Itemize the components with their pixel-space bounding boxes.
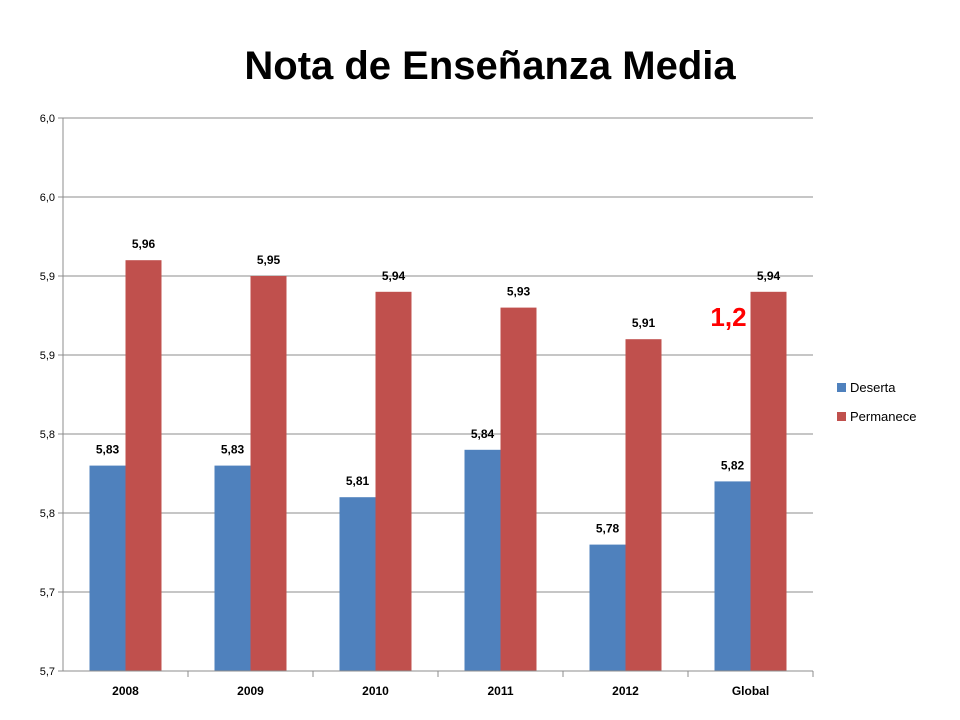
legend-swatch-deserta — [837, 383, 846, 392]
y-tick-label: 6,0 — [40, 113, 55, 125]
data-label: 5,78 — [596, 522, 620, 536]
data-label: 5,93 — [507, 285, 531, 299]
bar-permanece-2011 — [500, 307, 537, 671]
bar-deserta-2008 — [89, 465, 126, 671]
y-tick-label: 6,0 — [40, 192, 55, 204]
data-label: 5,84 — [471, 427, 495, 441]
annotation-text: 1,2 — [710, 302, 746, 332]
y-tick-label: 5,7 — [40, 587, 55, 599]
legend-label-deserta: Deserta — [850, 380, 896, 395]
x-tick-label: 2008 — [112, 684, 139, 698]
y-tick-label: 5,8 — [40, 508, 55, 520]
data-label: 5,96 — [132, 237, 156, 251]
y-tick-label: 5,9 — [40, 271, 55, 283]
bar-permanece-2008 — [125, 260, 162, 671]
bar-permanece-global — [750, 291, 787, 671]
legend-label-permanece: Permanece — [850, 409, 916, 424]
y-tick-label: 5,9 — [40, 350, 55, 362]
chart-title: Nota de Enseñanza Media — [244, 44, 736, 88]
gridlines — [63, 117, 813, 593]
bar-permanece-2012 — [625, 339, 662, 671]
data-labels: 5,83 5,96 5,83 5,95 5,81 5,94 5,84 5,93 5,78 5,91… — [96, 237, 781, 535]
data-label: 5,94 — [757, 269, 781, 283]
bars — [89, 260, 787, 671]
bar-permanece-2010 — [375, 291, 412, 671]
data-label: 5,95 — [257, 253, 281, 267]
bar-deserta-2009 — [214, 465, 251, 671]
data-label: 5,94 — [382, 269, 406, 283]
x-tick-label: 2011 — [487, 684, 513, 698]
data-label: 5,91 — [632, 316, 656, 330]
axes: 5,7 5,7 5,8 5,8 5,9 5,9 6,0 6,0 2008 2009 2010 2011… — [40, 113, 814, 698]
data-label: 5,83 — [96, 443, 120, 457]
annotations: 1,2 — [710, 302, 746, 332]
data-label: 5,81 — [346, 474, 370, 488]
data-label: 5,82 — [721, 458, 745, 472]
bar-deserta-2010 — [339, 497, 376, 671]
bar-permanece-2009 — [250, 276, 287, 671]
x-tick-label: 2010 — [362, 684, 389, 698]
data-label: 5,83 — [221, 443, 245, 457]
y-tick-label: 5,8 — [40, 429, 55, 441]
bar-deserta-2012 — [589, 544, 626, 671]
legend-swatch-permanece — [837, 412, 846, 421]
x-tick-label: 2009 — [237, 684, 264, 698]
bar-deserta-global — [714, 481, 751, 671]
legend: Deserta Permanece — [837, 380, 916, 424]
y-tick-label: 5,7 — [40, 666, 55, 678]
x-tick-label: 2012 — [612, 684, 639, 698]
bar-deserta-2011 — [464, 449, 501, 671]
x-tick-label: Global — [732, 684, 769, 698]
